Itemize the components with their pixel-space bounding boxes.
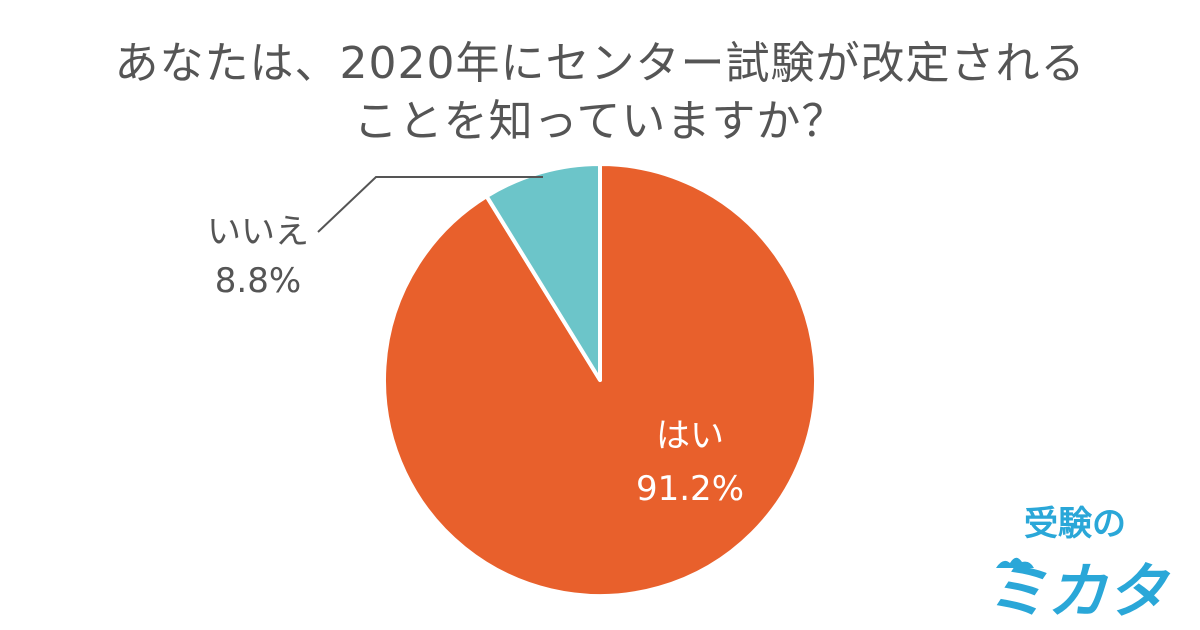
slice-label-hai: はい [656,416,724,456]
site-logo: 受験の ミカタ [987,504,1171,627]
slice-value-iie: 8.8% [215,261,301,301]
logo-cat-silhouette-icon [996,557,1034,568]
slice-label-iie: いいえ [207,212,309,252]
pie-slices [382,162,819,598]
logo-bottom-text: ミカタ [987,557,1171,627]
slice-value-hai: 91.2% [636,469,744,509]
chart-title-line-1: あなたは、2020年にセンター試験が改定される [114,38,1086,89]
chart-title-line-2: ことを知っていますか？ [353,96,847,147]
logo-top-text: 受験の [1024,504,1126,544]
leader-line-iie [317,176,543,233]
pie-slice-1 [484,162,602,382]
